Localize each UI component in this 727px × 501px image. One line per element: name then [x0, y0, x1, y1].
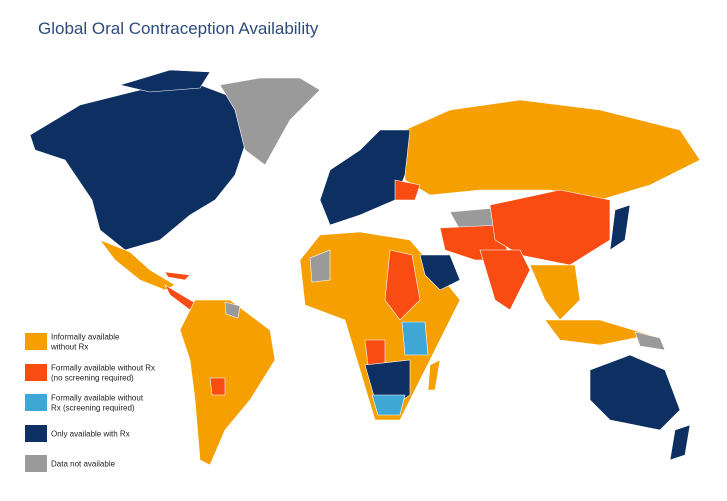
guianas — [224, 301, 241, 319]
madagascar — [427, 359, 441, 391]
new-zealand — [669, 424, 691, 461]
legend-label: (no screening required) — [51, 374, 134, 383]
legend-label: Formally available without — [51, 394, 144, 403]
saudi-arabia — [419, 254, 461, 291]
legend-swatch — [25, 425, 47, 442]
south-africa — [371, 394, 406, 416]
greenland — [219, 77, 321, 166]
africa — [299, 231, 461, 421]
australia — [589, 354, 681, 431]
east-africa-red — [384, 249, 421, 321]
russia — [404, 99, 701, 201]
mexico — [99, 239, 176, 291]
new-guinea — [634, 331, 666, 351]
legend-label: Data not available — [51, 460, 116, 469]
legend-label: Formally available without Rx — [51, 364, 155, 373]
europe — [319, 129, 411, 226]
tanzania — [401, 321, 429, 356]
india — [479, 249, 531, 311]
legend-label: without Rx — [50, 343, 88, 352]
legend-swatch — [25, 455, 47, 472]
arctic-islands — [118, 69, 211, 93]
central-africa-red — [364, 339, 386, 366]
west-africa-gray — [309, 249, 331, 283]
southeast-asia — [529, 264, 581, 321]
south-america — [179, 299, 276, 466]
legend-swatch — [25, 364, 47, 381]
title: Global Oral Contraception Availability — [38, 19, 319, 38]
paraguay — [209, 377, 226, 396]
china — [489, 189, 611, 266]
indonesia — [544, 319, 651, 346]
legend-swatch — [25, 394, 47, 411]
legend-label: Rx (screening required) — [51, 404, 135, 413]
japan — [609, 204, 631, 251]
world-map — [29, 69, 701, 466]
legend-swatch — [25, 333, 47, 350]
north-america — [29, 84, 251, 251]
ukraine — [394, 179, 421, 201]
legend-label: Informally available — [51, 333, 120, 342]
legend-label: Only available with Rx — [51, 430, 130, 439]
caribbean — [164, 271, 191, 281]
